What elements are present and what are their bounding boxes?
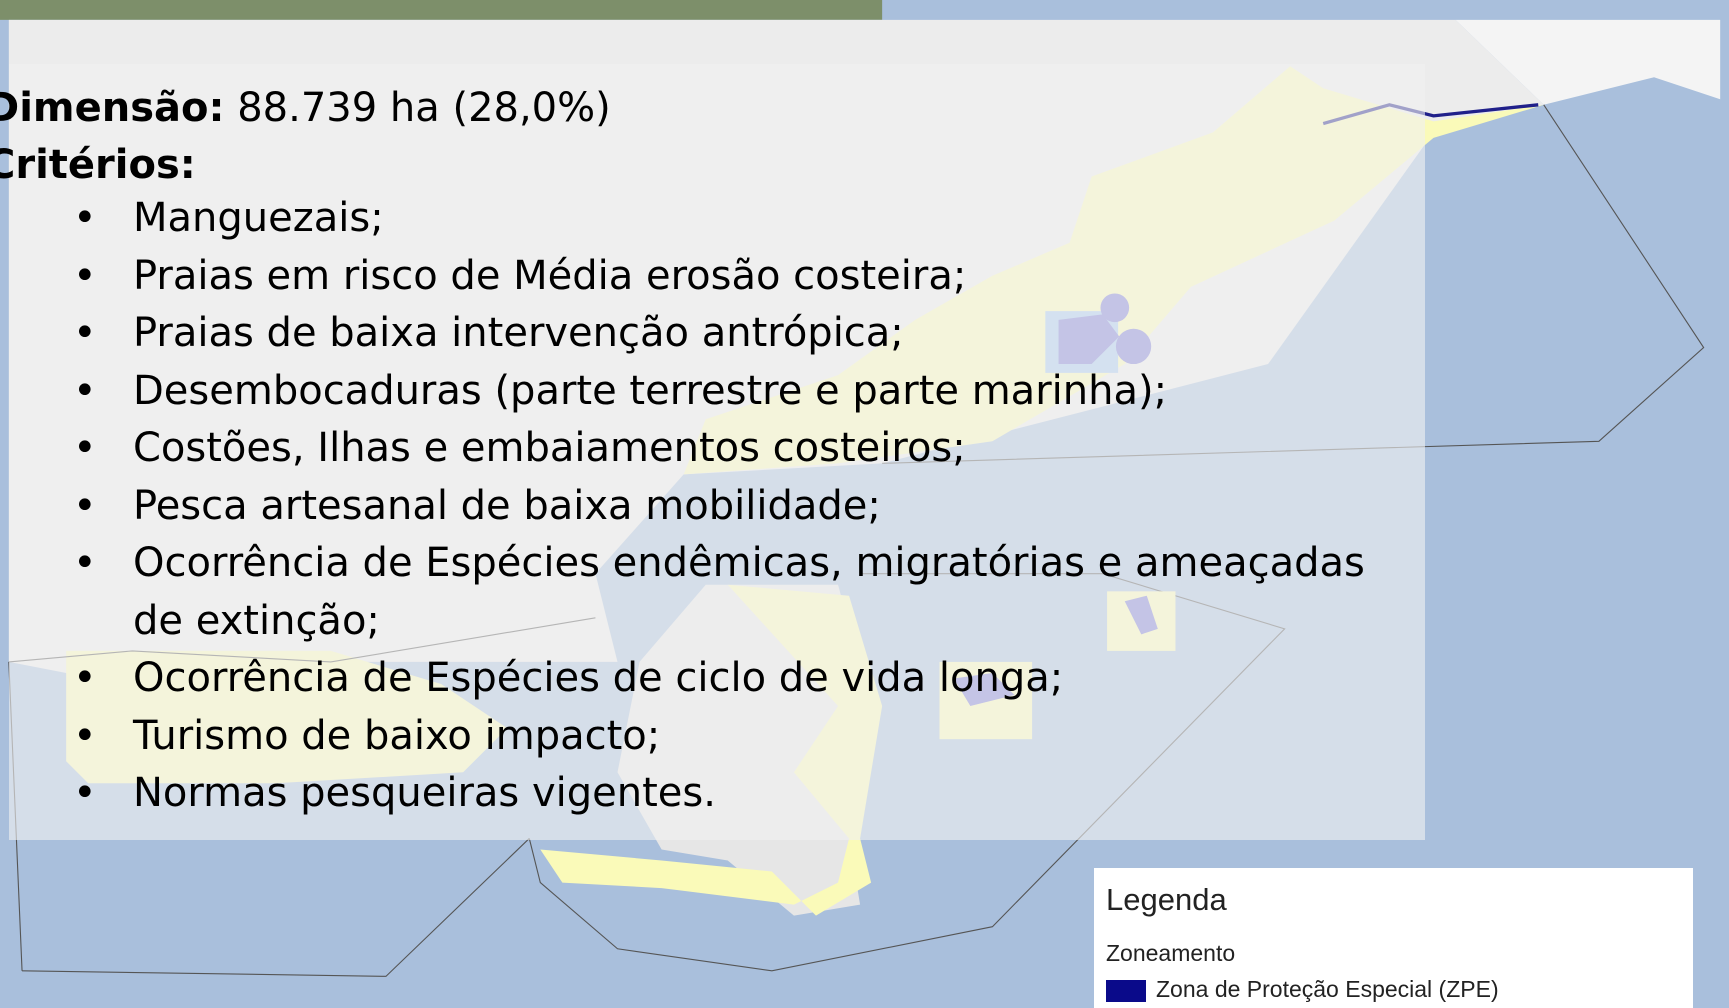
criterion: Normas pesqueiras vigentes.	[133, 765, 1393, 823]
dimension-value: 88.739 ha (28,0%)	[237, 85, 611, 131]
criteria-label: Critérios:	[0, 137, 611, 194]
legend-title: Legenda	[1106, 882, 1227, 918]
dimension-label: Dimensão:	[0, 85, 224, 131]
criterion: Turismo de baixo impacto;	[133, 708, 1393, 766]
criteria-label-text: Critérios:	[0, 142, 196, 188]
criterion: Manguezais;	[133, 190, 1393, 248]
criteria-list: Manguezais;Praias em risco de Média eros…	[133, 190, 1393, 823]
criterion: Desembocaduras (parte terrestre e parte …	[133, 363, 1393, 421]
criterion: Pesca artesanal de baixa mobilidade;	[133, 478, 1393, 536]
legend-swatch	[1106, 980, 1146, 1002]
criterion: Praias de baixa intervenção antrópica;	[133, 305, 1393, 363]
criterion: Ocorrência de Espécies endêmicas, migrat…	[133, 535, 1393, 650]
legend-item: Zona de Proteção Especial (ZPE)	[1156, 976, 1499, 1003]
legend-group: Zoneamento	[1106, 940, 1235, 967]
photo-strip	[0, 0, 882, 20]
legend: Legenda Zoneamento Zona de Proteção Espe…	[1094, 868, 1693, 1008]
slide: {"summary":{"dimension_label":"Dimensão:…	[0, 0, 1729, 994]
criterion: Praias em risco de Média erosão costeira…	[133, 248, 1393, 306]
summary: Dimensão: 88.739 ha (28,0%) Critérios:	[0, 80, 611, 194]
criterion: Ocorrência de Espécies de ciclo de vida …	[133, 650, 1393, 708]
dimension: Dimensão: 88.739 ha (28,0%)	[0, 80, 611, 137]
criterion: Costões, Ilhas e embaiamentos costeiros;	[133, 420, 1393, 478]
